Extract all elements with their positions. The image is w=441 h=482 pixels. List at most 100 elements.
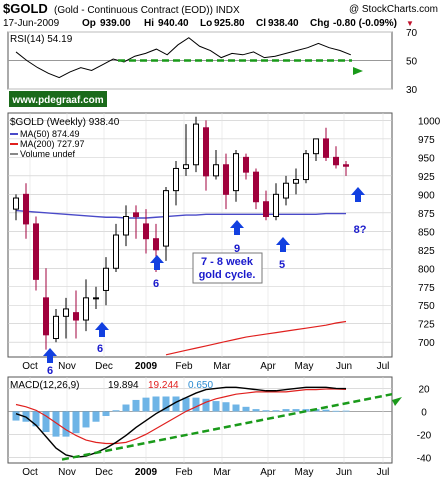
cycle-up-arrow-icon [230,220,244,235]
macd-tick-label: -40 [417,453,432,464]
candle [313,138,319,162]
high-label: Hi [144,18,154,29]
candle [243,153,249,180]
arrow-shape [95,322,109,337]
rsi-panel: 30 50 70 RSI(14) 54.19 [7,28,418,96]
candle [183,124,189,176]
rsi-tick-label: 30 [406,85,418,96]
price-x-tick-label: 2009 [135,361,158,372]
price-title: $GOLD (Weekly) 938.40 [10,117,120,128]
price-tick-label: 925 [418,172,435,183]
price-x-tick-label: Jul [377,361,390,372]
green-arrow-icon [353,67,363,75]
candle-body [203,127,209,177]
cycle-up-arrow-icon [150,255,164,270]
high-value: 940.40 [158,18,189,29]
macd-histogram-bar [12,411,20,421]
price-x-tick-label: May [295,361,314,372]
macd-histogram-bar [52,411,60,437]
candle-body [133,212,139,218]
macd-x-tick-label: Feb [175,467,193,478]
price-x-tick-label: Nov [58,361,76,372]
price-tick-label: 850 [418,227,435,238]
macd-histogram-bar [272,410,280,412]
candle-body [243,156,249,173]
macd-signal-line [15,388,347,445]
candle-body [253,171,259,203]
candle-body [213,164,219,177]
candle-body [23,193,29,225]
candle-body [183,164,189,169]
candle-body [283,182,289,199]
candle [163,186,169,261]
price-tick-label: 700 [418,338,435,349]
candle [213,149,219,180]
candle-body [43,297,49,336]
macd-histogram-bar [152,396,160,412]
macd-readout: 19.244 [148,380,179,391]
macd-histogram-bar [82,411,90,428]
candle [203,120,209,191]
chart-date: 17-Jun-2009 [3,18,60,29]
price-tick-label: 825 [418,246,435,257]
cycle-note-text: gold cycle. [199,269,256,281]
macd-histogram-bar [252,409,260,412]
cycle-up-arrow-icon [276,237,290,252]
candle [93,286,99,309]
candle-body [123,216,129,236]
price-panel: 700 725 750 775 800 825 850 875 900 925 950 975 1000… [7,91,441,377]
watermark-box [9,91,107,107]
candle-body [63,308,69,317]
macd-x-tick-label: Mar [213,467,231,478]
candle [293,168,299,195]
candle [103,257,109,306]
candle [13,194,19,221]
macd-trend-dashed-line [61,392,393,461]
macd-x-tick-label: Oct [22,467,38,478]
candle-body [193,123,199,166]
candle-body [83,297,89,321]
candle [223,153,229,210]
change-value: -0.80 (-0.09%) [333,18,397,29]
macd-histogram-bar [172,396,180,412]
price-x-tick-label: Feb [175,361,193,372]
low-value: 925.80 [214,18,245,29]
candle-body [303,153,309,181]
price-x-tick-label: Mar [213,361,231,372]
cycle-length-label: 6 [153,278,159,290]
candle [273,183,279,221]
macd-histogram-bar [32,411,40,427]
price-tick-label: 950 [418,153,435,164]
macd-histogram-bar [332,410,340,412]
macd-histogram-bar [282,409,290,412]
macd-readout: 0.650 [188,380,213,391]
price-tick-label: 875 [418,209,435,220]
rsi-tick-label: 70 [406,28,418,39]
macd-x-tick-label: Jun [336,467,352,478]
legend-label: MA(50) 874.49 [20,129,80,139]
legend-label: Volume undef [20,149,76,159]
ma50-line [15,209,346,219]
macd-histogram-bar [132,399,140,412]
cycle-length-label: 8? [354,224,367,236]
candle [253,168,259,210]
macd-histogram-bar [222,402,230,412]
price-tick-label: 1000 [418,116,441,127]
cycle-note-text: 7 - 8 week [201,256,254,268]
candle-body [233,153,239,192]
price-x-tick-label: Oct [22,361,38,372]
price-x-tick-label: Apr [260,361,276,372]
chart-description: (Gold - Continuous Contract (EOD)) INDX [54,5,240,16]
macd-x-tick-label: Dec [95,467,113,478]
macd-panel: 20 0 -20 -40 Oct Nov Dec 2009 Feb Mar Apr May Jun Jul… [7,376,432,478]
change-down-arrow-icon: ▼ [406,19,414,28]
rsi-tick-label: 50 [406,57,418,68]
macd-histogram-bar [342,410,350,412]
arrow-shape [43,348,57,363]
candle-body [103,267,109,291]
low-label: Lo [200,18,212,29]
candle-body [273,193,279,218]
close-value: 938.40 [268,18,299,29]
macd-line [15,386,347,458]
